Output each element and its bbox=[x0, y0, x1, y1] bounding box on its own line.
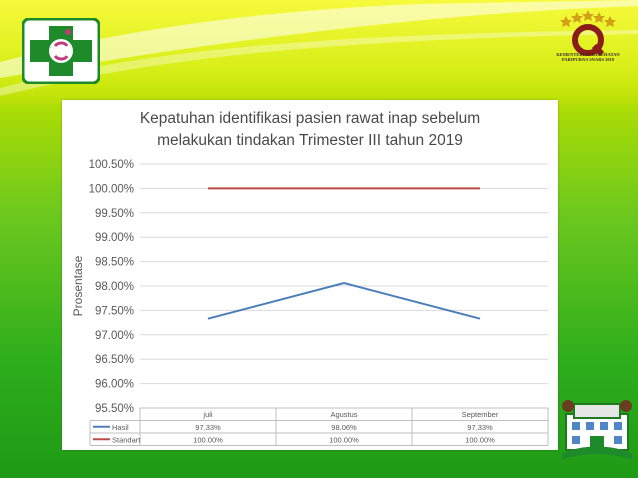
chart-panel: Kepatuhan identifikasi pasien rawat inap… bbox=[62, 100, 558, 450]
y-tick-label: 96.00% bbox=[95, 379, 134, 391]
legend-label: Standart bbox=[112, 435, 141, 444]
y-tick-label: 100.00% bbox=[89, 183, 134, 195]
series-line-hasil bbox=[207, 282, 481, 320]
y-tick-label: 99.50% bbox=[95, 208, 134, 220]
data-label: 100.00% bbox=[329, 435, 359, 444]
chart-title-line1: Kepatuhan identifikasi pasien rawat inap… bbox=[139, 110, 481, 127]
y-tick-label: 98.00% bbox=[95, 281, 134, 293]
y-tick-label: 97.00% bbox=[95, 330, 134, 342]
data-label: 100.00% bbox=[465, 435, 495, 444]
x-category-label: September bbox=[462, 410, 499, 419]
header-swoosh bbox=[0, 0, 638, 96]
chart-title-line2: melakukan tindakan Trimester III tahun 2… bbox=[157, 132, 463, 149]
legend-label: Hasil bbox=[112, 423, 129, 432]
chart-title: Kepatuhan identifikasi pasien rawat inap… bbox=[62, 108, 558, 152]
data-label: 98.06% bbox=[331, 423, 357, 432]
data-label: 97.33% bbox=[467, 423, 493, 432]
y-tick-label: 100.50% bbox=[89, 159, 134, 171]
x-category-label: Agustus bbox=[330, 410, 357, 419]
line-chart: 95.50% 96.00% 96.50% 97.00% 97.50% 98.00% 98.5… bbox=[71, 159, 549, 446]
hospital-building-emblem bbox=[562, 400, 632, 460]
y-axis-label: Prosentase bbox=[71, 255, 85, 316]
data-label: 100.00% bbox=[193, 435, 223, 444]
y-tick-label: 99.00% bbox=[95, 232, 134, 244]
accreditation-star-badge bbox=[560, 10, 616, 57]
y-tick-label: 97.50% bbox=[95, 305, 134, 317]
y-tick-label: 95.50% bbox=[95, 403, 134, 415]
hospital-cross-logo bbox=[22, 18, 100, 84]
x-category-label: juli bbox=[202, 410, 213, 419]
data-label: 97.33% bbox=[195, 423, 221, 432]
y-tick-label: 96.50% bbox=[95, 354, 134, 366]
accreditation-badge-text: KEMENTERIAN KESEHATAN PARIPURNA SNARS 20… bbox=[556, 52, 620, 62]
y-tick-label: 98.50% bbox=[95, 257, 134, 269]
